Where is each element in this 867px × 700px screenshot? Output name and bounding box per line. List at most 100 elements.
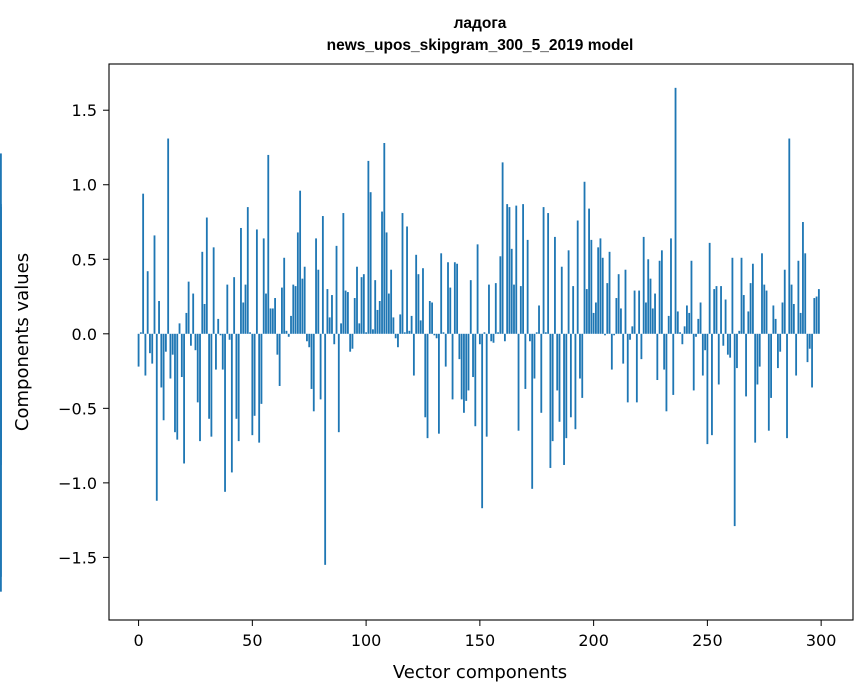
bar-component-109 — [385, 232, 388, 334]
bar-component-214 — [624, 269, 627, 334]
bar-component-67 — [290, 315, 292, 334]
x-tick-label: 250 — [692, 631, 723, 650]
bar-component-288 — [792, 303, 795, 334]
bar-component-38 — [224, 333, 226, 492]
bar-component-126 — [424, 333, 427, 418]
bar-component-65 — [285, 330, 288, 334]
y-tick-label: −1.5 — [58, 548, 97, 567]
bar-component-161 — [503, 333, 506, 342]
bar-component-231 — [663, 333, 666, 370]
bar-component-235 — [672, 333, 675, 395]
bar-component-180 — [547, 213, 550, 334]
bar-component-176 — [538, 305, 540, 334]
bar-component-88 — [337, 333, 340, 433]
bar-component-159 — [499, 256, 502, 334]
bar-component-213 — [622, 333, 625, 364]
bar-component-114 — [397, 333, 399, 348]
bar-component-112 — [392, 317, 395, 334]
bar-component-273 — [758, 333, 761, 367]
bar-component-133 — [440, 253, 443, 334]
bar-component-291 — [799, 312, 802, 334]
bar-component-130 — [433, 333, 436, 336]
x-tick-label: 0 — [133, 631, 143, 650]
bar-component-7 — [153, 235, 156, 334]
bar-component-211 — [617, 274, 620, 334]
bar-component-173 — [531, 333, 534, 489]
bar-component-61 — [276, 333, 279, 355]
bar-component-41 — [230, 333, 233, 473]
bar-component-281 — [777, 333, 779, 369]
bar-component-292 — [802, 222, 804, 334]
bar-component-171 — [526, 239, 529, 334]
bar-component-113 — [394, 333, 397, 339]
bar-component-53 — [258, 333, 261, 443]
bar-component-187 — [563, 333, 565, 465]
bar-component-135 — [444, 333, 447, 367]
y-tick-label: 0.5 — [72, 250, 97, 269]
bar-component-247 — [699, 302, 702, 334]
bar-component-131 — [435, 333, 438, 339]
bar-component-268 — [747, 311, 750, 334]
bar-component-9 — [158, 301, 160, 334]
bar-component-124 — [419, 320, 422, 334]
bar-component-183 — [554, 236, 556, 334]
bar-component-201 — [594, 302, 597, 334]
bar-component-78 — [315, 238, 317, 334]
bar-component-259 — [726, 333, 729, 355]
x-axis-ticks: 0 50 100 150 200 250 300 — [133, 620, 836, 650]
x-tick-label: 150 — [465, 631, 496, 650]
bar-component-101 — [367, 160, 370, 334]
y-tick-label: −0.5 — [58, 399, 97, 418]
bar-component-295 — [808, 333, 811, 349]
bar-component-42 — [233, 277, 236, 334]
bar-component-98 — [360, 277, 363, 334]
bar-component-73 — [303, 266, 306, 334]
bar-component-83 — [326, 289, 329, 334]
bar-component-146 — [469, 280, 472, 334]
bar-component-240 — [683, 326, 686, 334]
x-axis-label: Vector components — [393, 662, 567, 683]
bar-component-227 — [654, 293, 656, 334]
bar-component-118 — [406, 226, 408, 334]
bar-component-60 — [274, 298, 276, 334]
bar-component-251 — [708, 242, 711, 334]
bar-component-272 — [756, 333, 759, 385]
bar-component-127 — [426, 333, 429, 439]
chart-title: ладога — [454, 15, 507, 32]
bar-component-69 — [294, 286, 297, 334]
plot-frame — [108, 63, 854, 621]
bar-component-103 — [372, 329, 374, 334]
bar-component-110 — [387, 293, 390, 334]
bar-component-97 — [358, 323, 361, 334]
bar-component-188 — [565, 333, 568, 439]
bar-component-184 — [556, 333, 559, 391]
bar-component-96 — [356, 266, 358, 334]
bar-component-36 — [219, 333, 222, 336]
bar-component-62 — [278, 333, 281, 386]
bar-component-209 — [613, 333, 616, 336]
bar-component-260 — [729, 333, 732, 358]
bar-component-222 — [642, 236, 645, 334]
bar-component-264 — [738, 330, 741, 334]
bar-component-218 — [633, 290, 636, 334]
bar-component-52 — [255, 229, 258, 334]
bar-component-28 — [201, 251, 204, 334]
bar-component-162 — [506, 204, 509, 334]
bar-component-202 — [597, 247, 600, 334]
bar-component-145 — [467, 333, 470, 391]
bar-component-255 — [717, 333, 720, 385]
y-tick-label: −1.0 — [58, 474, 97, 493]
bar-component-20 — [183, 333, 185, 464]
bar-component-170 — [524, 333, 527, 389]
bar-component-195 — [581, 333, 584, 398]
bar-component-19 — [180, 333, 183, 378]
bar-component-37 — [221, 333, 224, 370]
bar-component-280 — [774, 318, 777, 334]
bar-component-179 — [544, 332, 547, 334]
bar-component-30 — [205, 217, 208, 334]
bar-component-91 — [344, 290, 347, 334]
bar-component-221 — [640, 333, 643, 360]
bar-component-86 — [333, 333, 336, 345]
bar-component-254 — [715, 286, 718, 334]
